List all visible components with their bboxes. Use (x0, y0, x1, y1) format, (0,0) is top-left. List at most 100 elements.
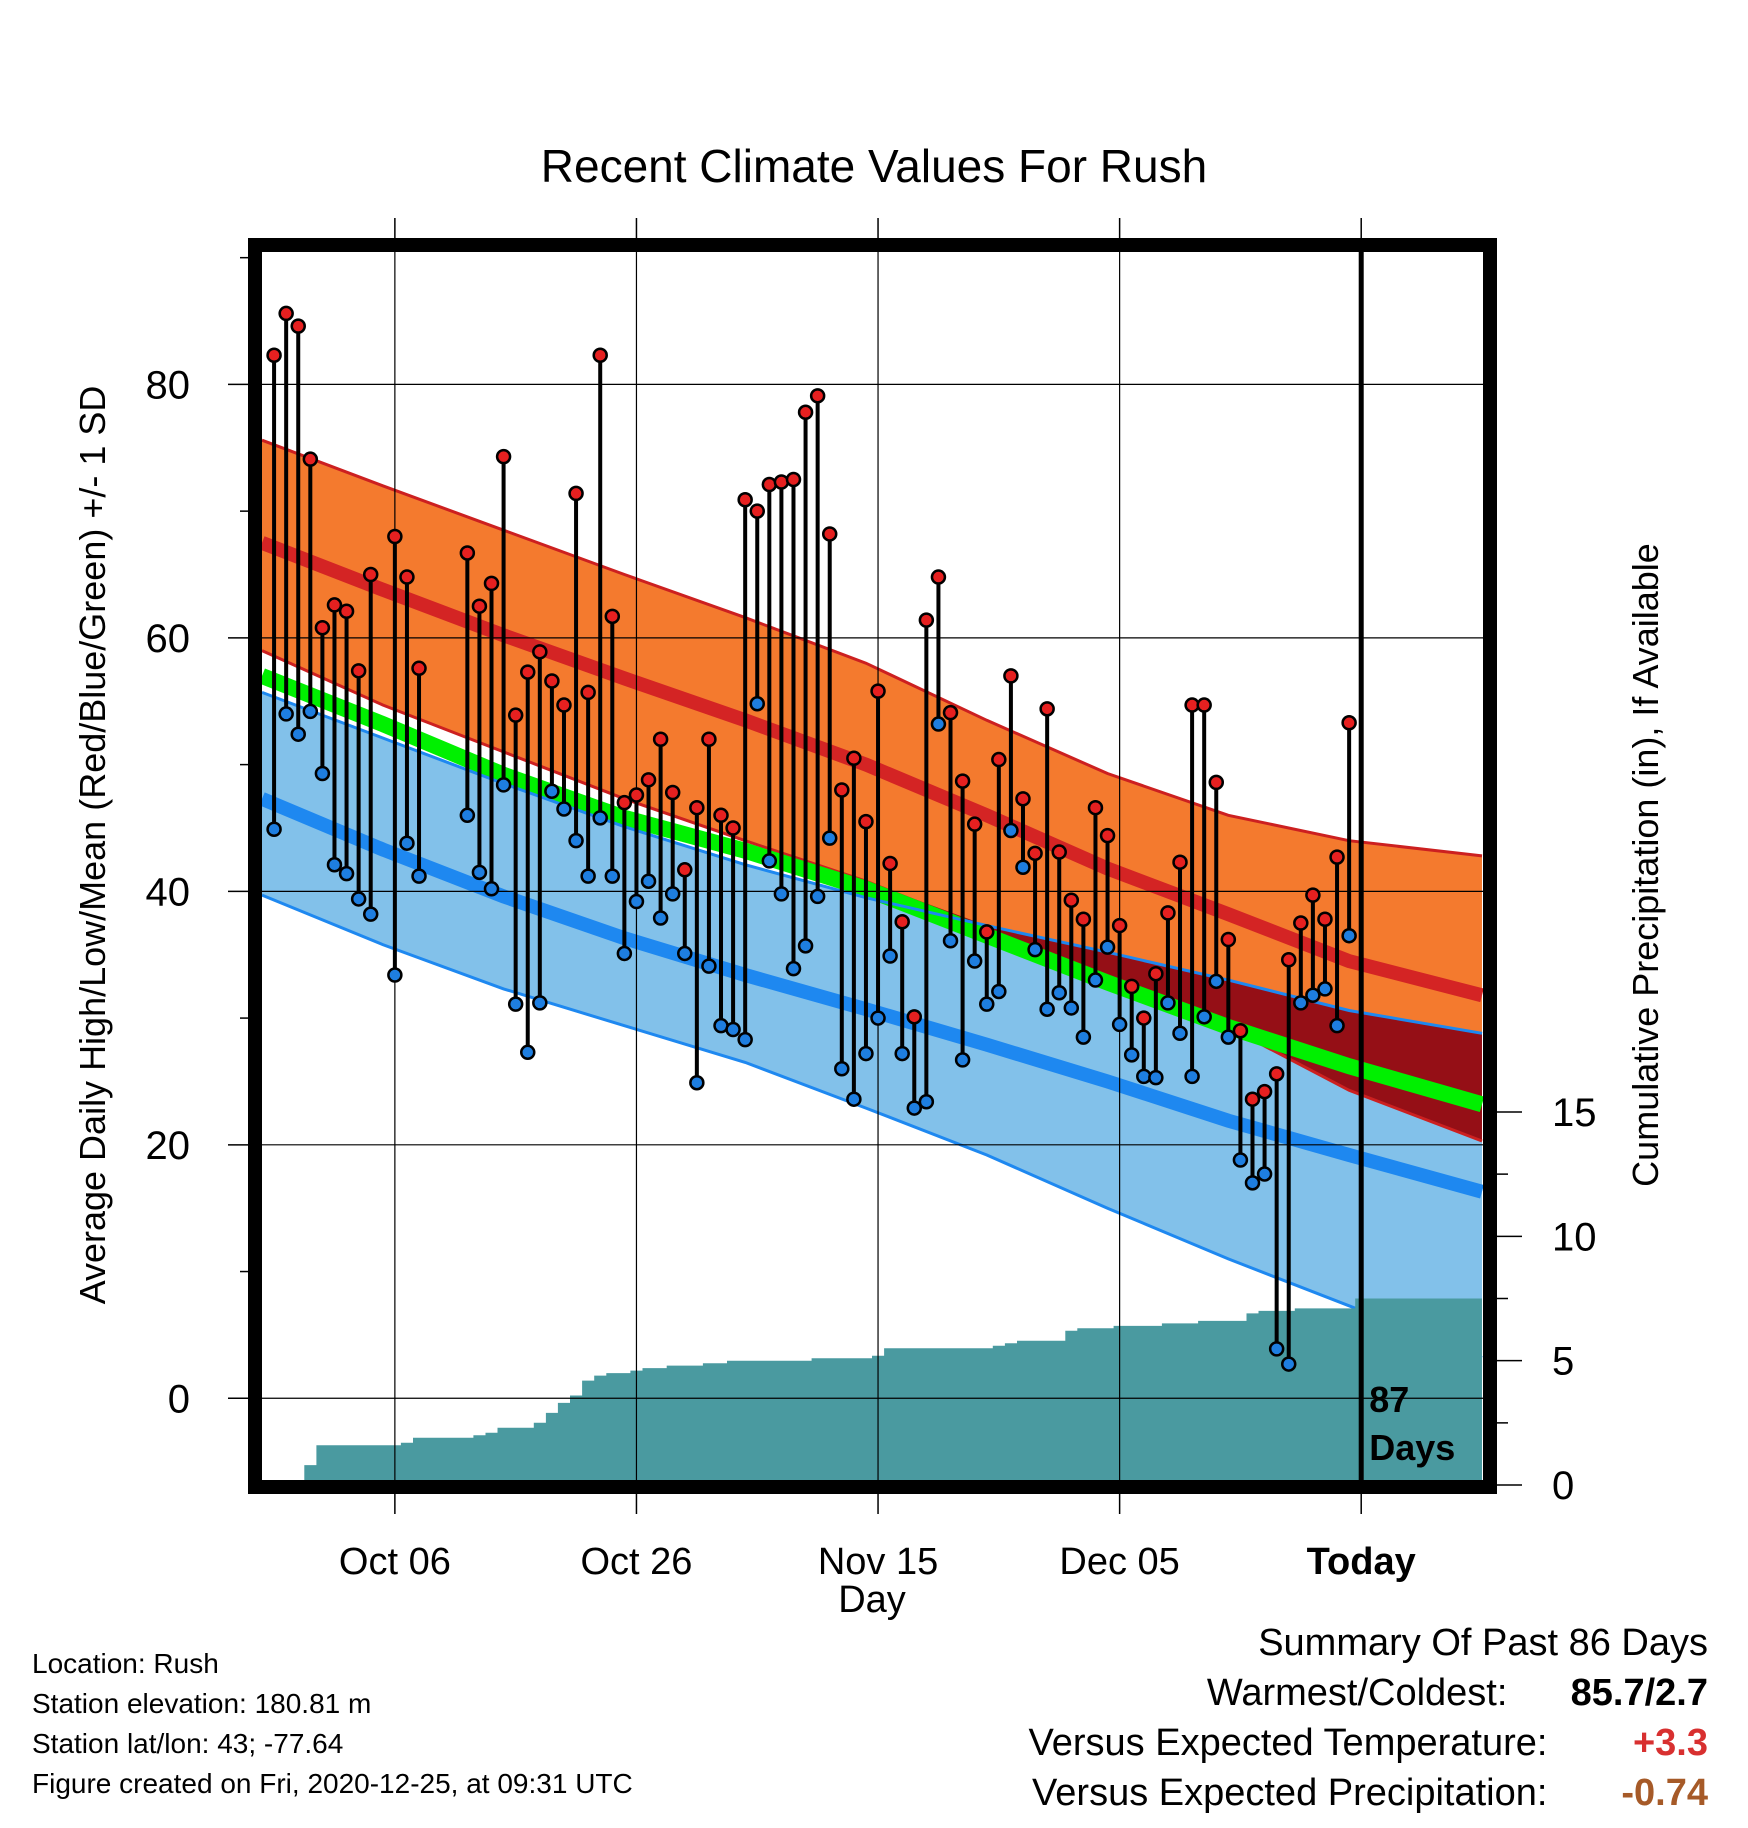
low-point (338, 865, 355, 882)
low-point (1015, 859, 1031, 876)
low-point (689, 1074, 705, 1091)
high-point (1317, 911, 1333, 927)
high-point (979, 924, 995, 940)
high-point (785, 471, 802, 488)
high-point (1305, 887, 1321, 903)
high-point (459, 545, 476, 561)
high-point (1232, 1023, 1249, 1039)
low-point (1111, 1016, 1128, 1033)
high-point (954, 773, 971, 789)
high-point (326, 597, 343, 613)
high-point (1063, 892, 1080, 908)
precip-vs-expected-value: -0.74 (1621, 1772, 1708, 1814)
low-point (1075, 1029, 1092, 1045)
high-point (604, 608, 621, 625)
x-tick-label: Nov 15 (818, 1541, 938, 1583)
low-point (991, 983, 1007, 1000)
low-point (882, 948, 898, 964)
normal-high-line (259, 536, 1484, 1003)
summary-row-temp: Versus Expected Temperature: +3.3 (1029, 1718, 1708, 1768)
high-point (821, 526, 838, 542)
low-point (1039, 1001, 1055, 1017)
high-point (677, 862, 693, 878)
low-point (532, 995, 548, 1011)
high-point (640, 772, 657, 788)
low-point (399, 835, 415, 851)
high-point (1087, 799, 1104, 816)
location-text: Location: Rush (32, 1648, 219, 1679)
low-point (592, 810, 608, 826)
high-point (1293, 915, 1309, 931)
high-point (1160, 905, 1176, 921)
low-point (1063, 1000, 1080, 1016)
high-point (906, 1009, 923, 1025)
high-point (1256, 1083, 1273, 1100)
warmest-coldest-label: Warmest/Coldest: (1206, 1672, 1508, 1714)
low-point (761, 853, 778, 869)
high-point (350, 663, 367, 679)
high-point (1015, 791, 1031, 807)
high-point (1341, 715, 1357, 731)
low-point (966, 953, 983, 969)
high-point (616, 794, 633, 811)
high-point (652, 731, 669, 748)
low-point (1099, 939, 1116, 955)
low-point (483, 881, 500, 897)
high-point (930, 569, 947, 585)
high-point (870, 683, 886, 699)
high-point (1099, 827, 1116, 844)
high-point (1172, 854, 1188, 870)
high-point (592, 347, 608, 364)
low-point (314, 765, 331, 782)
high-point (664, 784, 681, 801)
low-point (568, 832, 584, 849)
low-point (785, 960, 802, 977)
high-point (1208, 774, 1225, 791)
high-point (942, 704, 959, 721)
low-point (1329, 1017, 1345, 1034)
high-point (471, 598, 488, 614)
y-tick-label-left: 40 (146, 870, 191, 914)
x-axis-label: Day (838, 1579, 906, 1621)
low-point (580, 868, 596, 884)
y-tick-label-right: 0 (1552, 1464, 1574, 1508)
low-point (640, 873, 657, 889)
high-point (713, 807, 729, 824)
summary-row-extremes: Warmest/Coldest: 85.7/2.7 (1029, 1668, 1708, 1718)
low-point (918, 1093, 935, 1110)
high-point (556, 697, 572, 713)
elevation-text: Station elevation: 180.81 m (32, 1688, 372, 1719)
low-point (1123, 1047, 1140, 1063)
low-point (1003, 822, 1019, 839)
high-point (1075, 911, 1092, 927)
observed-values (266, 305, 1357, 1372)
high-point (1051, 844, 1067, 860)
today-days-count: 87 (1369, 1379, 1409, 1420)
low-point (1027, 941, 1043, 958)
high-point (387, 528, 403, 545)
warmest-coldest-value: 85.7/2.7 (1570, 1672, 1708, 1714)
high-point (568, 485, 584, 502)
summary-panel: Summary Of Past 86 Days Warmest/Coldest:… (1029, 1618, 1708, 1818)
low-point (1305, 987, 1321, 1004)
low-point (942, 933, 959, 949)
low-point (1172, 1025, 1188, 1042)
low-point (846, 1091, 862, 1107)
precip-vs-expected-label: Versus Expected Precipitation: (1032, 1772, 1548, 1814)
high-point (544, 673, 560, 689)
y-tick-label-right: 5 (1552, 1340, 1574, 1384)
high-point (773, 474, 790, 490)
high-point (266, 347, 282, 364)
low-point (809, 888, 826, 905)
high-point (749, 503, 765, 519)
low-point (1293, 995, 1309, 1011)
low-point (1268, 1341, 1285, 1357)
low-point (906, 1100, 923, 1116)
high-point (858, 813, 874, 830)
high-point (1027, 845, 1043, 862)
high-point (411, 660, 427, 677)
low-point (797, 938, 814, 954)
high-point (882, 855, 898, 872)
y-tick-label-right: 15 (1552, 1091, 1597, 1135)
chart-title: Recent Climate Values For Rush (541, 140, 1207, 192)
